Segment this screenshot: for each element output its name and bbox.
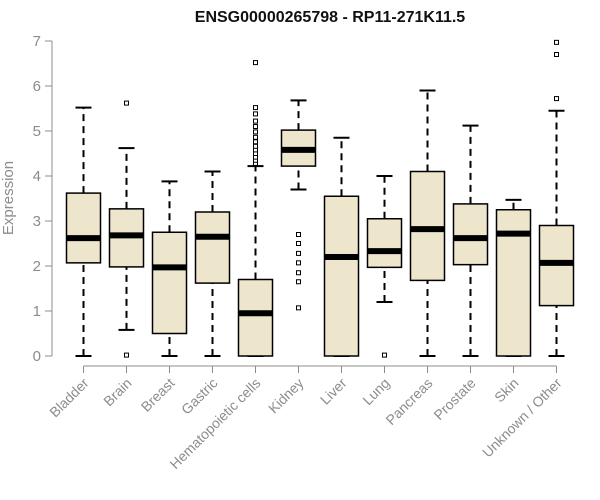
outlier-point [253, 118, 258, 124]
category-label: Breast [138, 375, 178, 415]
outlier-point [253, 60, 258, 66]
box-group [65, 106, 102, 357]
category-label: Liver [317, 375, 350, 408]
y-tick-label: 4 [33, 168, 41, 185]
outlier-point [253, 143, 258, 149]
outlier-point [296, 250, 301, 256]
box-group [538, 39, 575, 357]
iqr-box [452, 203, 489, 266]
y-tick-label: 0 [33, 348, 41, 365]
category-label: Kidney [265, 375, 307, 417]
y-tick-label: 3 [33, 213, 41, 230]
outlier-point [253, 134, 258, 140]
outlier-point [296, 279, 301, 285]
category-label: Skin [491, 375, 522, 406]
box-group [194, 170, 231, 357]
box-group [323, 136, 360, 357]
category-label: Gastric [178, 375, 221, 418]
outlier-point [296, 232, 301, 237]
category-label: Pancreas [382, 375, 435, 428]
iqr-box [237, 278, 274, 357]
iqr-box [409, 170, 446, 282]
y-axis-label: Expression [0, 161, 17, 235]
y-tick-label: 1 [33, 303, 41, 320]
outlier-point [296, 305, 301, 311]
box-group [237, 60, 274, 357]
box-group [452, 124, 489, 357]
box-group [366, 175, 403, 358]
outlier-point [296, 270, 301, 276]
category-label: Prostate [430, 375, 478, 423]
category-label: Unknown / Other [479, 375, 565, 461]
y-tick-label: 2 [33, 258, 41, 275]
category-label: Bladder [46, 375, 92, 421]
iqr-box [151, 231, 188, 335]
outlier-point [253, 105, 258, 111]
category-label: Brain [100, 375, 134, 409]
box-group [108, 100, 145, 358]
axes-layer: 0 1 2 3 4 5 6 7 [33, 33, 557, 373]
box-group [151, 180, 188, 357]
outlier-point [296, 241, 301, 246]
outlier-point [296, 260, 301, 266]
outlier-point [124, 352, 129, 358]
box-group [280, 99, 317, 311]
iqr-box [65, 192, 102, 264]
box-group [409, 89, 446, 357]
y-tick-label: 7 [33, 33, 41, 50]
boxes-layer [65, 39, 575, 358]
outlier-point [253, 139, 258, 145]
outlier-point [554, 39, 559, 45]
iqr-box [194, 211, 231, 284]
outlier-point [253, 129, 258, 135]
outlier-point [554, 52, 559, 57]
y-tick-label: 5 [33, 123, 41, 140]
box-group [495, 198, 532, 357]
iqr-box [366, 218, 403, 269]
outlier-point [124, 100, 129, 106]
outlier-point [253, 111, 258, 117]
outlier-point [382, 352, 387, 358]
outlier-point [253, 124, 258, 129]
category-label: Lung [359, 375, 392, 408]
outlier-point [554, 96, 559, 102]
y-tick-label: 6 [33, 78, 41, 95]
iqr-box [323, 195, 360, 357]
chart-title: ENSG00000265798 - RP11-271K11.5 [195, 9, 466, 26]
